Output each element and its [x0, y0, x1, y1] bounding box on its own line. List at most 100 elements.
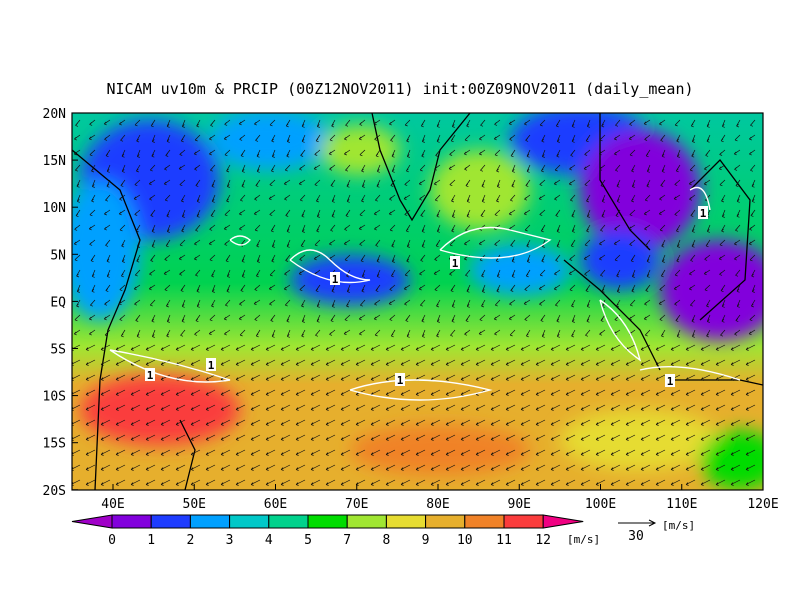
wind-arrow [415, 344, 426, 351]
wind-arrow [209, 149, 216, 156]
wind-arrow [595, 479, 606, 486]
wind-arrow [631, 284, 636, 293]
wind-arrow [220, 359, 231, 366]
wind-arrow [583, 254, 591, 261]
wind-arrow [655, 464, 666, 471]
wind-arrow [445, 419, 456, 426]
wind-arrow [490, 359, 501, 366]
wind-arrow [345, 119, 351, 127]
wind-arrow [181, 119, 186, 128]
wind-arrow [571, 119, 576, 128]
wind-arrow [535, 419, 546, 426]
wind-arrow [580, 419, 591, 426]
wind-arrow [385, 434, 396, 441]
wind-arrow [706, 329, 711, 338]
wind-arrow [721, 209, 726, 218]
wind-arrow [700, 389, 711, 396]
wind-arrow [205, 449, 216, 456]
wind-arrow [145, 344, 156, 351]
wind-arrow [250, 464, 261, 471]
wind-arrow [584, 179, 591, 187]
wind-arrow [120, 134, 126, 142]
wind-arrow [690, 209, 696, 217]
wind-arrow [614, 314, 621, 322]
wind-arrow [190, 374, 201, 381]
wind-arrow [405, 314, 411, 322]
wind-arrow [645, 239, 651, 247]
wind-arrow [400, 464, 411, 471]
wind-arrow [285, 254, 291, 262]
wind-arrow [570, 239, 576, 248]
wind-vectors [72, 119, 756, 486]
wind-arrow [104, 329, 111, 337]
wind-arrow [295, 449, 306, 456]
wind-arrow [295, 419, 306, 426]
wind-arrow [420, 299, 426, 307]
wind-arrow [130, 374, 141, 381]
wind-arrow [239, 299, 246, 306]
wind-arrow [524, 284, 531, 291]
colorbar-box [229, 514, 270, 529]
wind-arrow [479, 134, 486, 141]
colorbar-tip [71, 514, 113, 529]
wind-arrow [164, 164, 171, 171]
lat-label: 20S [43, 484, 66, 499]
colorbar-label: 7 [343, 533, 351, 548]
wind-arrow [375, 194, 381, 202]
wind-arrow [736, 299, 741, 308]
wind-arrow [510, 149, 516, 158]
wind-arrow [121, 269, 126, 278]
wind-arrow [343, 239, 351, 246]
wind-arrow [460, 434, 471, 441]
wind-arrow [160, 419, 171, 426]
wind-arrow [316, 119, 321, 128]
wind-arrow [700, 434, 711, 441]
wind-arrow [145, 389, 156, 396]
wind-arrow [478, 239, 486, 246]
wind-arrow [100, 359, 111, 366]
wind-arrow [344, 224, 351, 231]
wind-arrow [655, 434, 666, 441]
wind-arrow [494, 119, 501, 126]
wind-arrow [340, 419, 351, 426]
wind-arrow [100, 344, 111, 351]
wind-arrow [160, 479, 171, 486]
wind-arrow [313, 164, 321, 171]
wind-arrow [691, 329, 696, 338]
wind-arrow [646, 164, 651, 173]
wind-arrow [730, 389, 741, 396]
wind-arrow [130, 449, 141, 456]
wind-arrow [571, 224, 576, 233]
wind-arrow [675, 164, 681, 173]
wind-arrow [700, 374, 711, 381]
wind-arrow [373, 119, 381, 126]
wind-arrow [630, 254, 636, 263]
lat-label: 5S [50, 343, 66, 358]
wind-arrow [715, 449, 726, 456]
wind-arrow [616, 299, 621, 308]
wind-arrow [145, 419, 156, 426]
wind-arrow [406, 254, 411, 263]
wind-arrow [685, 449, 696, 456]
wind-arrow [115, 479, 126, 486]
wind-arrow [449, 179, 456, 187]
wind-arrow [376, 269, 381, 278]
wind-arrow [613, 239, 621, 246]
wind-arrow [419, 194, 426, 201]
wind-arrow [196, 194, 201, 203]
wind-arrow [190, 389, 201, 396]
wind-arrow [179, 269, 186, 276]
wind-arrow [255, 134, 261, 142]
wind-arrow [268, 194, 276, 201]
wind-arrow [190, 419, 201, 426]
wind-arrow [103, 119, 111, 126]
wind-arrow [715, 419, 726, 426]
wind-arrow [403, 194, 411, 201]
wind-arrow [616, 194, 621, 203]
wind-arrow [556, 329, 561, 338]
wind-arrow [299, 194, 306, 202]
wind-arrow [580, 374, 591, 381]
wind-arrow [310, 434, 321, 441]
wind-arrow [535, 479, 546, 486]
wind-arrow [700, 404, 711, 411]
